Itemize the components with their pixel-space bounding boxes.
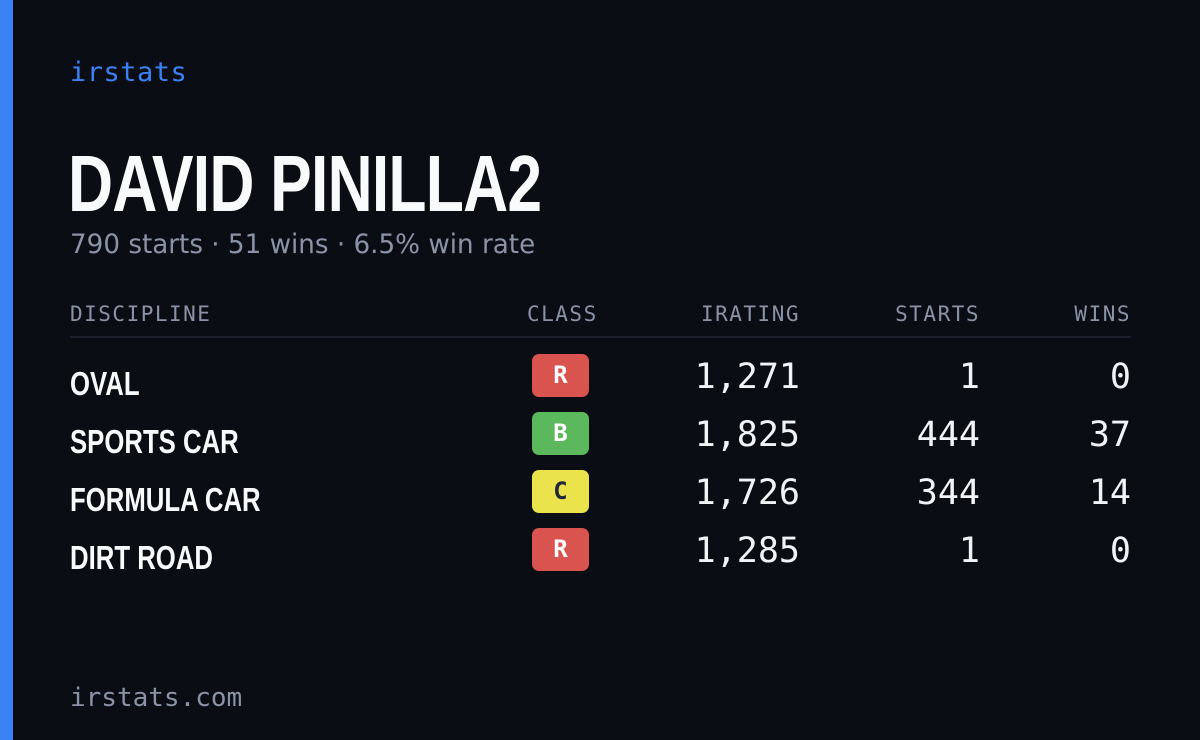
ratings-table: DISCIPLINE CLASS IRATING STARTS WINS OVA… <box>70 298 1131 586</box>
header-starts: STARTS <box>895 302 980 326</box>
discipline-name: SPORTS CAR <box>70 423 239 460</box>
driver-summary: 790 starts · 51 wins · 6.5% win rate <box>70 229 536 260</box>
table-row: SPORTS CAR B 1,825 444 37 <box>70 412 1131 470</box>
wins-value: 0 <box>1109 531 1131 571</box>
starts-value: 444 <box>916 415 980 455</box>
irating-value: 1,825 <box>694 415 800 455</box>
irating-value: 1,285 <box>694 531 800 571</box>
irating-value: 1,726 <box>694 473 800 513</box>
header-discipline: DISCIPLINE <box>70 302 212 326</box>
footer-url[interactable]: irstats.com <box>70 683 243 713</box>
table-header: DISCIPLINE CLASS IRATING STARTS WINS <box>70 298 1131 338</box>
table-row: OVAL R 1,271 1 0 <box>70 354 1131 412</box>
wins-value: 14 <box>1088 473 1131 513</box>
wins-value: 0 <box>1109 357 1131 397</box>
accent-bar <box>0 0 13 740</box>
header-irating: IRATING <box>700 302 800 326</box>
discipline-name: DIRT ROAD <box>70 539 213 576</box>
table-body: OVAL R 1,271 1 0 SPORTS CAR B 1,825 444 … <box>70 338 1131 586</box>
table-row: FORMULA CAR C 1,726 344 14 <box>70 470 1131 528</box>
driver-name: DAVID PINILLA2 <box>68 139 542 228</box>
class-badge: C <box>532 470 589 513</box>
starts-value: 344 <box>916 473 980 513</box>
class-badge: R <box>532 528 589 571</box>
wins-value: 37 <box>1088 415 1131 455</box>
starts-value: 1 <box>958 531 980 571</box>
discipline-name: OVAL <box>70 365 140 402</box>
table-row: DIRT ROAD R 1,285 1 0 <box>70 528 1131 586</box>
discipline-name: FORMULA CAR <box>70 481 261 518</box>
header-class: CLASS <box>527 302 598 326</box>
class-badge: B <box>532 412 589 455</box>
header-wins: WINS <box>1074 302 1131 326</box>
starts-value: 1 <box>958 357 980 397</box>
irating-value: 1,271 <box>694 357 800 397</box>
class-badge: R <box>532 354 589 397</box>
brand-logo-text[interactable]: irstats <box>70 57 188 88</box>
